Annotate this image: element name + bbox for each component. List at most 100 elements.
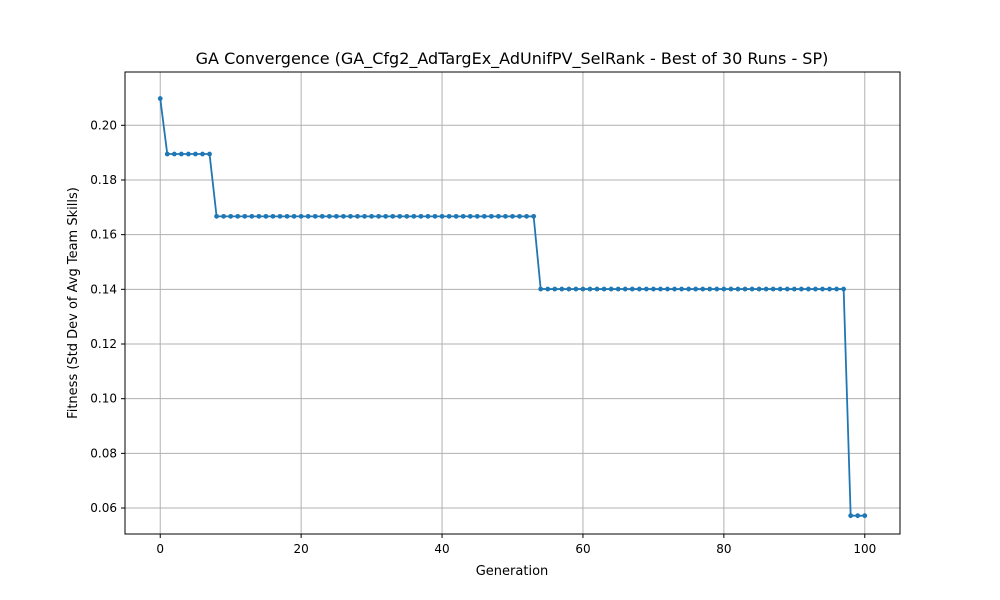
data-point [277, 213, 283, 219]
data-point [742, 286, 748, 292]
data-point [714, 286, 720, 292]
data-point [207, 151, 212, 157]
x-tick-label: 20 [293, 542, 308, 556]
data-point [291, 213, 297, 219]
data-point [355, 213, 360, 219]
data-point [784, 286, 790, 292]
data-point [679, 286, 684, 292]
data-point [608, 286, 614, 292]
chart-title: GA Convergence (GA_Cfg2_AdTargEx_AdUnifP… [196, 49, 829, 69]
data-point [474, 213, 480, 219]
data-point [439, 213, 445, 219]
data-point [467, 213, 473, 219]
x-tick-label: 0 [156, 542, 164, 556]
data-point [164, 151, 170, 157]
data-point [615, 286, 621, 292]
data-point [193, 151, 198, 157]
data-point [510, 213, 515, 219]
data-point [622, 286, 628, 292]
data-point [665, 286, 670, 292]
data-point [383, 213, 389, 219]
data-point [798, 286, 804, 292]
y-tick-label: 0.10 [90, 392, 117, 406]
y-axis-label: Fitness (Std Dev of Avg Team Skills) [66, 187, 81, 419]
data-point [749, 286, 755, 292]
data-point [319, 213, 325, 219]
data-point [298, 213, 304, 219]
data-point [643, 286, 649, 292]
y-tick-label: 0.08 [90, 446, 117, 460]
data-point [531, 213, 537, 219]
x-tick-label: 80 [716, 542, 731, 556]
data-point [221, 213, 227, 219]
data-point [862, 513, 868, 519]
data-point [601, 286, 607, 292]
data-point [178, 151, 184, 157]
data-point [460, 213, 466, 219]
data-point [326, 213, 332, 219]
data-point [587, 286, 593, 292]
data-point [524, 213, 529, 219]
data-point [446, 213, 452, 219]
data-point [806, 286, 811, 292]
data-point [432, 213, 438, 219]
data-point [658, 286, 663, 292]
data-point [707, 286, 713, 292]
data-point [770, 286, 776, 292]
ticks-layer: 0 20 40 60 80 100 0.06 0.08 0.10 0.12 0.14 0.16 0.18… [90, 118, 876, 556]
data-point [559, 286, 565, 292]
y-tick-label: 0.06 [90, 501, 117, 515]
data-point [488, 213, 494, 219]
series-layer [157, 96, 868, 519]
data-point [594, 286, 600, 292]
data-point [777, 286, 783, 292]
data-point [305, 213, 311, 219]
data-point [369, 213, 374, 219]
y-tick-label: 0.14 [90, 282, 117, 296]
data-point [700, 286, 706, 292]
data-point [249, 213, 255, 219]
data-point [545, 286, 551, 292]
data-point [855, 513, 861, 519]
data-point [672, 286, 677, 292]
data-point [820, 286, 825, 292]
data-point [721, 286, 727, 292]
data-point [728, 286, 734, 292]
data-point [200, 151, 205, 157]
plot-frame [124, 71, 901, 535]
y-tick-label: 0.20 [90, 118, 117, 132]
data-point [735, 286, 741, 292]
data-point [411, 213, 417, 219]
data-point [496, 213, 501, 219]
data-point [573, 286, 579, 292]
data-point [284, 213, 290, 219]
y-tick-label: 0.18 [90, 173, 117, 187]
data-point [636, 286, 642, 292]
data-point [256, 213, 262, 219]
data-point [791, 286, 797, 292]
data-point [171, 151, 177, 157]
data-point [214, 213, 219, 219]
data-point [453, 213, 459, 219]
data-point [481, 213, 487, 219]
data-point [425, 213, 431, 219]
data-point [397, 213, 403, 219]
x-tick-label: 60 [575, 542, 590, 556]
data-point [686, 286, 692, 292]
x-axis-label: Generation [476, 564, 549, 579]
data-point [651, 286, 656, 292]
y-tick-label: 0.12 [90, 337, 117, 351]
y-tick-label: 0.16 [90, 228, 117, 242]
data-point [348, 213, 353, 219]
data-point [270, 213, 276, 219]
data-point [157, 96, 163, 101]
data-point [235, 213, 241, 219]
data-point [629, 286, 635, 292]
x-tick-label: 100 [853, 542, 876, 556]
data-point [263, 213, 269, 219]
data-point [390, 213, 396, 219]
data-point [580, 286, 586, 292]
data-point [552, 286, 558, 292]
x-tick-label: 40 [434, 542, 449, 556]
